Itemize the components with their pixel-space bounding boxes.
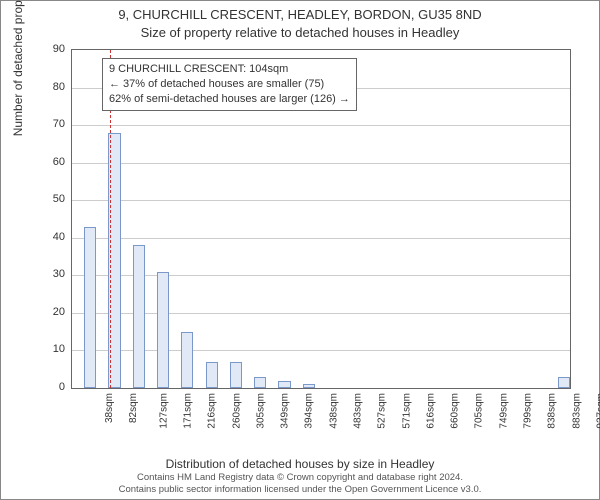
histogram-bar xyxy=(133,245,145,388)
copyright-line-1: Contains HM Land Registry data © Crown c… xyxy=(137,472,463,483)
x-tick-label: 38sqm xyxy=(104,393,115,423)
y-tick-label: 30 xyxy=(35,268,65,280)
histogram-bar xyxy=(157,272,169,388)
x-tick-label: 838sqm xyxy=(547,393,558,429)
callout-line-1: 9 CHURCHILL CRESCENT: 104sqm xyxy=(109,62,350,77)
histogram-bar xyxy=(558,377,570,388)
histogram-bar xyxy=(278,381,290,389)
x-tick-label: 127sqm xyxy=(158,393,169,429)
callout-box: 9 CHURCHILL CRESCENT: 104sqm ← 37% of de… xyxy=(102,58,357,111)
x-tick-label: 660sqm xyxy=(450,393,461,429)
gridline xyxy=(72,275,570,276)
gridline xyxy=(72,238,570,239)
x-tick-label: 349sqm xyxy=(280,393,291,429)
gridline xyxy=(72,125,570,126)
copyright-line-2: Contains public sector information licen… xyxy=(119,484,482,495)
histogram-bar xyxy=(206,362,218,388)
callout-line-2: ← 37% of detached houses are smaller (75… xyxy=(109,77,350,92)
y-tick-label: 90 xyxy=(35,43,65,55)
histogram-bar xyxy=(84,227,96,388)
x-tick-label: 216sqm xyxy=(207,393,218,429)
x-tick-label: 927sqm xyxy=(596,393,600,429)
x-axis-label: Distribution of detached houses by size … xyxy=(1,457,599,471)
x-tick-label: 527sqm xyxy=(377,393,388,429)
x-tick-label: 394sqm xyxy=(304,393,315,429)
gridline xyxy=(72,163,570,164)
x-tick-label: 883sqm xyxy=(571,393,582,429)
title-line-2: Size of property relative to detached ho… xyxy=(1,25,599,40)
gridline xyxy=(72,313,570,314)
title-line-1: 9, CHURCHILL CRESCENT, HEADLEY, BORDON, … xyxy=(1,7,599,22)
x-tick-label: 571sqm xyxy=(401,393,412,429)
histogram-bar xyxy=(181,332,193,388)
histogram-bar xyxy=(303,384,315,388)
y-tick-label: 0 xyxy=(35,381,65,393)
y-tick-label: 70 xyxy=(35,118,65,130)
x-tick-label: 82sqm xyxy=(128,393,139,423)
x-tick-label: 799sqm xyxy=(523,393,534,429)
y-tick-label: 40 xyxy=(35,231,65,243)
x-tick-label: 705sqm xyxy=(474,393,485,429)
plot-area: 9 CHURCHILL CRESCENT: 104sqm ← 37% of de… xyxy=(71,49,571,389)
x-tick-label: 171sqm xyxy=(183,393,194,429)
gridline xyxy=(72,350,570,351)
y-tick-label: 60 xyxy=(35,156,65,168)
histogram-bar xyxy=(254,377,266,388)
x-tick-label: 438sqm xyxy=(328,393,339,429)
x-tick-label: 305sqm xyxy=(255,393,266,429)
y-axis-label: Number of detached properties xyxy=(11,0,25,136)
x-tick-label: 616sqm xyxy=(425,393,436,429)
callout-line-3: 62% of semi-detached houses are larger (… xyxy=(109,92,350,107)
chart-container: 9, CHURCHILL CRESCENT, HEADLEY, BORDON, … xyxy=(0,0,600,500)
y-tick-label: 50 xyxy=(35,193,65,205)
copyright-text: Contains HM Land Registry data © Crown c… xyxy=(1,472,599,495)
x-tick-label: 260sqm xyxy=(231,393,242,429)
histogram-bar xyxy=(230,362,242,388)
y-tick-label: 80 xyxy=(35,81,65,93)
y-tick-label: 10 xyxy=(35,343,65,355)
y-tick-label: 20 xyxy=(35,306,65,318)
x-tick-label: 483sqm xyxy=(353,393,364,429)
x-tick-label: 749sqm xyxy=(498,393,509,429)
gridline xyxy=(72,200,570,201)
